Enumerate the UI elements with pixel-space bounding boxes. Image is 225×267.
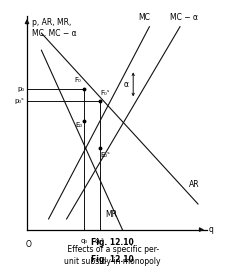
Text: E₀ˢ: E₀ˢ bbox=[101, 152, 110, 158]
Text: p₀: p₀ bbox=[17, 86, 24, 92]
Text: p₀ˢ: p₀ˢ bbox=[15, 99, 24, 104]
Text: Fig. 12.10 Effects of a specific per-
unit subsidy in monopoly: Fig. 12.10 Effects of a specific per- un… bbox=[47, 245, 178, 264]
Text: MC − α: MC − α bbox=[170, 13, 198, 22]
Text: O: O bbox=[26, 240, 32, 249]
Text: q₀ˢ: q₀ˢ bbox=[95, 238, 105, 244]
Text: MR: MR bbox=[106, 210, 118, 219]
Text: Fig. 12.10: Fig. 12.10 bbox=[91, 255, 134, 264]
Text: Effects of a specific per-
unit subsidy in monopoly: Effects of a specific per- unit subsidy … bbox=[64, 245, 161, 266]
Text: Fig. 12.10: Fig. 12.10 bbox=[91, 238, 134, 248]
Text: q: q bbox=[209, 225, 214, 234]
Text: q₀: q₀ bbox=[80, 238, 87, 244]
Text: MC: MC bbox=[138, 13, 150, 22]
Text: α: α bbox=[124, 80, 129, 89]
Text: F₀ˢ: F₀ˢ bbox=[101, 90, 110, 96]
Text: F₀: F₀ bbox=[74, 77, 81, 83]
Text: AR: AR bbox=[189, 180, 200, 189]
Text: p, AR, MR,
MC. MC − α: p, AR, MR, MC. MC − α bbox=[32, 18, 77, 38]
Text: E₀: E₀ bbox=[76, 122, 83, 128]
